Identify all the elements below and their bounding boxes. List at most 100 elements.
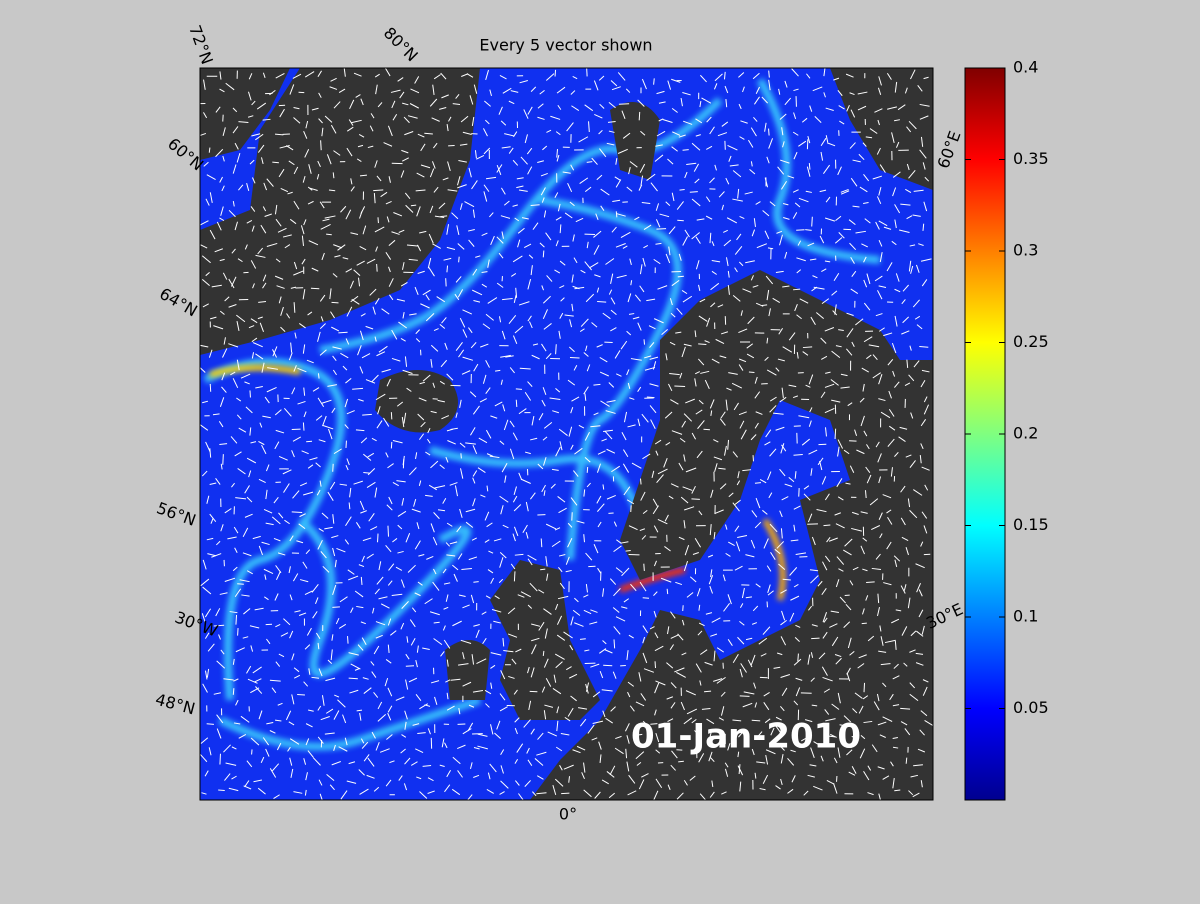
vector [541, 539, 542, 548]
vector [678, 276, 684, 277]
vector [356, 430, 364, 431]
vector [614, 639, 615, 648]
vector [237, 584, 244, 585]
vector [639, 112, 640, 120]
map-label: 60°E [934, 128, 965, 171]
vector [332, 607, 340, 608]
vector [570, 357, 580, 358]
vector [793, 455, 802, 456]
vector [363, 472, 369, 473]
map-label: 80°N [380, 23, 422, 65]
tick-label: 0.4 [1013, 58, 1038, 77]
vector [326, 234, 332, 235]
vector [823, 525, 830, 526]
vector [835, 429, 836, 439]
vector [919, 347, 928, 348]
vector [640, 479, 641, 485]
vector [626, 550, 631, 551]
tick-label: 0.1 [1013, 607, 1038, 626]
vector [864, 683, 865, 692]
tick-label: 0.35 [1013, 149, 1049, 168]
vector [674, 386, 685, 387]
map-label: 56°N [154, 498, 198, 530]
vector [654, 78, 655, 84]
vector [580, 639, 586, 640]
vector [348, 636, 349, 644]
vector [703, 429, 709, 430]
vector [516, 389, 522, 390]
vector [223, 454, 224, 465]
title: Every 5 vector shown [479, 36, 652, 55]
vector [560, 224, 561, 233]
vector [769, 71, 770, 78]
vector [540, 569, 545, 570]
vector [361, 577, 362, 585]
vector [207, 724, 214, 725]
vector [447, 266, 448, 273]
vector [644, 339, 645, 344]
vector [923, 224, 924, 231]
vector [378, 534, 379, 543]
vector [749, 372, 755, 373]
vector [233, 688, 234, 695]
vector [292, 512, 302, 513]
vector [218, 790, 225, 791]
tick-label: 0.25 [1013, 332, 1049, 351]
vector [865, 490, 866, 498]
vector [698, 344, 706, 345]
vector [556, 344, 557, 354]
vector [691, 499, 699, 500]
map-label: 48°N [153, 690, 197, 719]
vector [318, 373, 319, 378]
vector [769, 129, 770, 136]
vector [616, 211, 617, 217]
vector [434, 622, 440, 623]
vector [411, 205, 416, 206]
vector [793, 289, 800, 290]
tick-label: 0.2 [1013, 424, 1038, 443]
vector [236, 615, 237, 625]
map-label: 72°N [185, 22, 217, 66]
vector [321, 140, 322, 150]
map-label: 64°N [156, 284, 200, 321]
vector [679, 189, 684, 190]
vector [803, 347, 812, 348]
vector [678, 761, 684, 762]
vector [906, 758, 907, 764]
vector [561, 793, 569, 794]
date-label: 01-Jan-2010 [631, 717, 861, 757]
map: 01-Jan-2010 [199, 66, 933, 803]
vector [704, 691, 711, 692]
vector [677, 220, 684, 221]
vector [667, 589, 668, 594]
vector [762, 305, 767, 306]
vector [812, 217, 813, 227]
vector [209, 148, 210, 153]
vector [338, 332, 347, 333]
vector [459, 257, 460, 263]
vector [306, 441, 312, 442]
vector [516, 400, 517, 407]
vector [303, 422, 304, 430]
vector [377, 264, 378, 272]
vector [724, 72, 725, 79]
vector [349, 678, 358, 679]
vector [349, 502, 350, 509]
map-label: 0° [559, 805, 577, 824]
tick-label: 0.3 [1013, 241, 1038, 260]
tick-label: 0.15 [1013, 515, 1049, 534]
vector [543, 251, 544, 258]
vector [755, 483, 761, 484]
vector [473, 582, 478, 583]
tick-label: 0.05 [1013, 698, 1049, 717]
vector [406, 666, 414, 667]
vector [272, 162, 279, 163]
vector [514, 571, 515, 581]
vector [798, 654, 799, 662]
vector [656, 229, 666, 230]
vector [809, 163, 810, 169]
vector [644, 564, 645, 571]
vector [683, 150, 689, 151]
vector [388, 526, 389, 537]
